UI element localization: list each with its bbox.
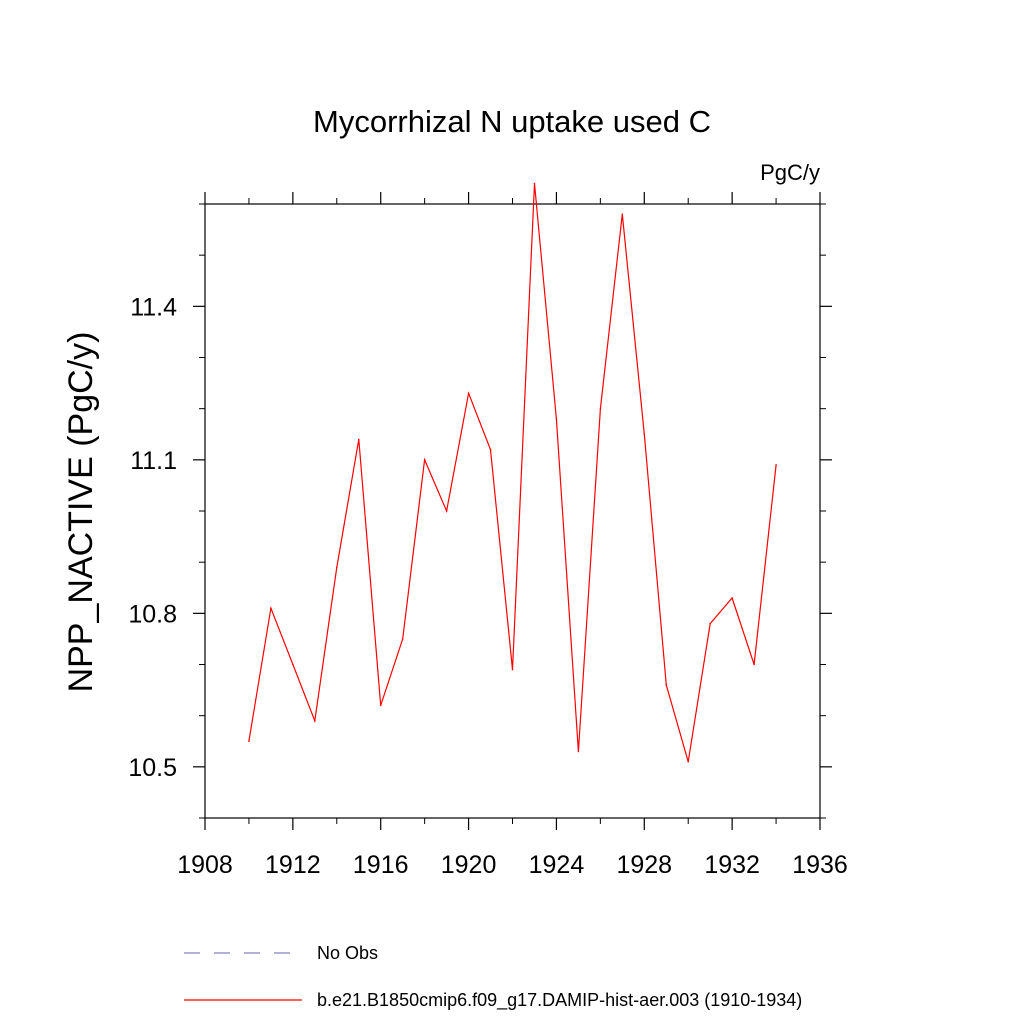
data-point <box>599 407 602 410</box>
y-tick-label: 11.1 <box>130 447 177 475</box>
y-tick-label: 10.8 <box>128 600 177 628</box>
plot-frame <box>204 203 821 819</box>
x-tick-label: 1920 <box>441 851 497 879</box>
data-point <box>709 622 711 625</box>
data-point <box>270 607 272 610</box>
data-point <box>489 448 492 451</box>
data-point <box>533 182 536 185</box>
series-line <box>248 183 777 762</box>
chart-title: Mycorrhizal N uptake used C <box>313 104 711 139</box>
data-point <box>555 418 558 420</box>
y-ticks: 10.5 10.8 11.1 11.4 <box>128 203 832 819</box>
y-tick-label: 10.5 <box>128 754 177 782</box>
data-point <box>292 663 294 666</box>
data-point <box>379 704 382 707</box>
x-tick-label: 1928 <box>616 851 672 879</box>
x-tick-label: 1912 <box>265 851 321 879</box>
x-tick-label: 1908 <box>177 851 233 879</box>
data-point <box>248 740 250 743</box>
y-axis-label: NPP_NACTIVE (PgC/y) <box>62 332 100 693</box>
data-point <box>335 566 338 569</box>
data-point <box>314 719 316 722</box>
data-point <box>423 459 426 461</box>
data-point <box>445 510 448 512</box>
x-tick-label: 1936 <box>792 851 848 879</box>
data-point <box>731 597 733 599</box>
data-point <box>401 638 404 640</box>
series-layer <box>248 182 777 763</box>
x-tick-label: 1924 <box>529 851 585 879</box>
data-point <box>753 663 755 666</box>
data-point <box>357 438 360 441</box>
data-point <box>467 392 470 395</box>
legend-label: b.e21.B1850cmip6.f09_g17.DAMIP-hist-aer.… <box>317 990 802 1011</box>
x-tick-label: 1932 <box>704 851 760 879</box>
units-label: PgC/y <box>760 160 820 185</box>
data-point <box>665 684 668 686</box>
x-tick-label: 1916 <box>353 851 409 879</box>
data-point <box>643 433 646 436</box>
data-point <box>687 760 690 763</box>
data-point <box>775 464 777 466</box>
data-point <box>577 750 580 753</box>
y-tick-label: 11.4 <box>130 293 177 321</box>
legend-label: No Obs <box>317 943 378 963</box>
legend: No Obs b.e21.B1850cmip6.f09_g17.DAMIP-his… <box>184 943 802 1011</box>
data-point <box>511 668 514 671</box>
x-ticks: 1908 1912 1916 1920 1924 1928 1932 1936 <box>177 192 848 879</box>
data-point <box>621 213 624 216</box>
